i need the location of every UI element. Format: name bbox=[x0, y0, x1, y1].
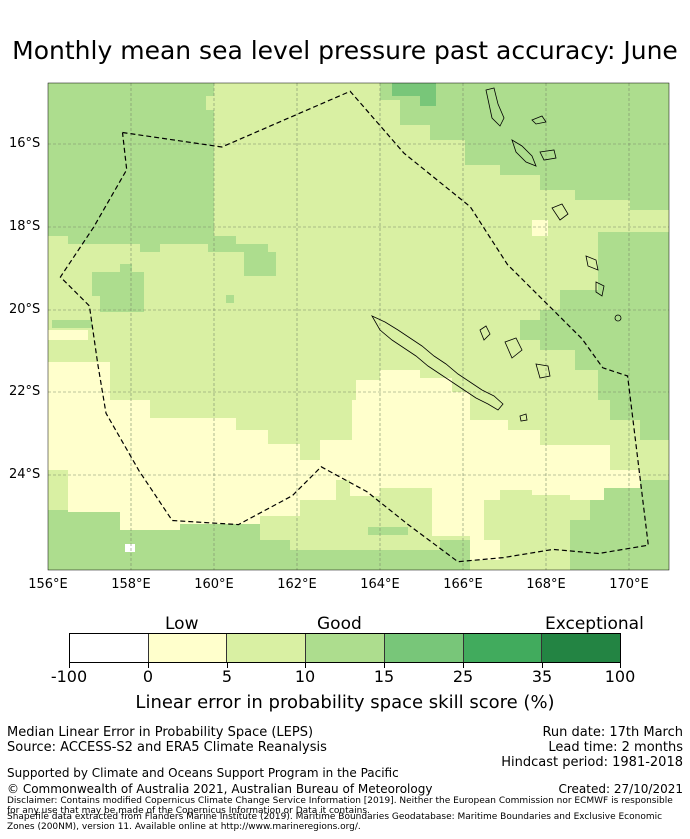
lon-label-156e: 156°E bbox=[28, 577, 68, 592]
support-text: Supported by Climate and Oceans Support … bbox=[7, 766, 399, 780]
hindcast-period: Hindcast period: 1981-2018 bbox=[501, 755, 683, 770]
colorbar-segment-3 bbox=[227, 634, 307, 662]
colorbar-tick bbox=[305, 663, 306, 668]
colorbar-tick-label: 100 bbox=[604, 667, 636, 686]
graticule bbox=[48, 83, 669, 570]
method-text: Median Linear Error in Probability Space… bbox=[7, 725, 314, 740]
lon-label-168e: 168°E bbox=[526, 577, 566, 592]
vanuatu-island-2 bbox=[511, 139, 537, 167]
islet bbox=[614, 314, 622, 322]
lon-label-166e: 166°E bbox=[443, 577, 483, 592]
good-region-se bbox=[570, 480, 669, 570]
vanuatu-island-6 bbox=[595, 281, 605, 297]
coastlines bbox=[371, 87, 622, 422]
colorbar-segment-2 bbox=[148, 634, 228, 662]
colorbar-tick bbox=[69, 663, 70, 668]
lon-label-162e: 162°E bbox=[277, 577, 317, 592]
disclaimer-text: Disclaimer: Contains modified Copernicus… bbox=[7, 796, 673, 816]
very-good-region bbox=[392, 83, 436, 106]
colorbar-tick bbox=[463, 663, 464, 668]
category-exceptional: Exceptional bbox=[545, 614, 644, 634]
vanuatu-island-5 bbox=[585, 255, 599, 271]
lon-label-160e: 160°E bbox=[194, 577, 234, 592]
low-region-south bbox=[48, 362, 640, 560]
colorbar-segment-6 bbox=[463, 634, 543, 662]
low-region-west-strip bbox=[48, 330, 88, 340]
vanuatu-island-3 bbox=[539, 149, 557, 161]
good-patch bbox=[368, 527, 408, 535]
eez-boundary bbox=[59, 90, 649, 563]
skill-map bbox=[47, 82, 670, 571]
colorbar-title: Linear error in probability space skill … bbox=[135, 692, 555, 713]
good-region-sw bbox=[48, 510, 470, 570]
loyalty-island-3 bbox=[535, 363, 551, 379]
colorbar bbox=[69, 633, 621, 663]
colorbar-tick bbox=[542, 663, 543, 668]
good-pixel bbox=[226, 295, 234, 303]
good-strip bbox=[52, 320, 92, 328]
colorbar-tick bbox=[148, 663, 149, 668]
southern-islet bbox=[519, 413, 528, 422]
colorbar-tick-label: 10 bbox=[294, 667, 316, 686]
created-date: Created: 27/10/2021 bbox=[558, 782, 683, 796]
lead-time: Lead time: 2 months bbox=[548, 740, 683, 755]
chart-title: Monthly mean sea level pressure past acc… bbox=[12, 36, 678, 65]
loyalty-island-2 bbox=[504, 337, 523, 359]
lon-label-164e: 164°E bbox=[360, 577, 400, 592]
colorbar-segment-4 bbox=[306, 634, 385, 662]
lon-label-170e: 170°E bbox=[609, 577, 649, 592]
lat-label-18s: 18°S bbox=[9, 219, 41, 234]
colorbar-tick-label: 15 bbox=[373, 667, 395, 686]
source-text: Source: ACCESS-S2 and ERA5 Climate Reana… bbox=[7, 740, 327, 755]
vanuatu-north-island bbox=[485, 87, 505, 127]
colorbar-tick bbox=[227, 663, 228, 668]
vanuatu-island-7 bbox=[531, 115, 547, 125]
colorbar-tick-label: 5 bbox=[221, 667, 233, 686]
new-caledonia-outline bbox=[371, 315, 504, 411]
negative-pixel bbox=[125, 544, 135, 552]
colorbar-segment-7 bbox=[542, 634, 621, 662]
colorbar-tick-label: 25 bbox=[452, 667, 474, 686]
lat-label-24s: 24°S bbox=[9, 467, 41, 482]
colorbar-tick bbox=[620, 663, 621, 668]
colorbar-tick-label: -100 bbox=[50, 667, 88, 686]
copyright-text: © Commonwealth of Australia 2021, Austra… bbox=[7, 782, 433, 796]
good-region-nw bbox=[48, 83, 276, 276]
colorbar-tick-label: 35 bbox=[531, 667, 553, 686]
lon-label-158e: 158°E bbox=[111, 577, 151, 592]
run-date: Run date: 17th March bbox=[542, 725, 683, 740]
loyalty-island-1 bbox=[479, 325, 491, 341]
colorbar-tick-label: 0 bbox=[142, 667, 154, 686]
map-frame bbox=[47, 82, 670, 571]
low-patch-ne bbox=[532, 220, 548, 236]
lat-label-16s: 16°S bbox=[9, 136, 41, 151]
colorbar-tick bbox=[384, 663, 385, 668]
colorbar-segment-5 bbox=[384, 634, 464, 662]
category-good: Good bbox=[317, 614, 362, 634]
good-region-ne bbox=[380, 83, 669, 210]
category-low: Low bbox=[165, 614, 199, 634]
lat-label-20s: 20°S bbox=[9, 302, 41, 317]
vanuatu-island-4 bbox=[551, 203, 569, 221]
good-region-east bbox=[520, 232, 669, 440]
lat-label-22s: 22°S bbox=[9, 384, 41, 399]
shapefile-credit: Shapefile data extracted from Flanders M… bbox=[7, 812, 663, 832]
colorbar-segment-1 bbox=[70, 634, 149, 662]
